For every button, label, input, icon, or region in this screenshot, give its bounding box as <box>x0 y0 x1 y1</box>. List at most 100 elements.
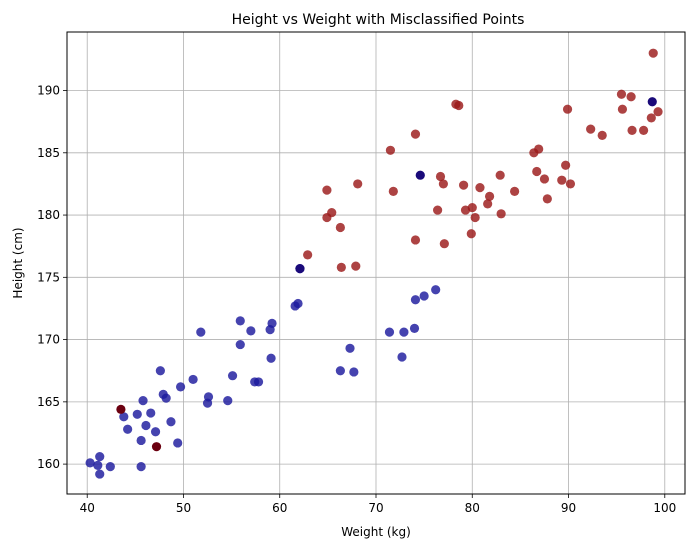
point-class-b <box>496 209 506 219</box>
point-class-b <box>410 235 421 245</box>
point-class-a <box>141 420 151 431</box>
chart-title: Height vs Weight with Misclassified Poin… <box>232 12 525 28</box>
x-tick-label: 90 <box>561 501 576 515</box>
point-class-a <box>150 427 161 437</box>
point-class-a <box>409 323 420 333</box>
y-tick-label: 190 <box>37 84 60 98</box>
point-class-a <box>161 393 171 403</box>
point-class-b <box>439 239 449 249</box>
y-tick-label: 165 <box>37 395 60 409</box>
x-tick-label: 60 <box>272 501 287 515</box>
point-class-a <box>95 469 105 479</box>
point-class-b <box>322 185 332 195</box>
point-class-b <box>433 205 443 215</box>
point-misclassified-a <box>295 264 305 274</box>
point-class-a <box>132 409 142 419</box>
y-tick-label: 185 <box>37 146 60 160</box>
point-class-b <box>639 125 649 135</box>
point-class-b <box>627 125 637 135</box>
point-class-a <box>93 460 103 470</box>
x-tick-label: 50 <box>176 501 191 515</box>
point-class-b <box>539 174 550 184</box>
point-class-a <box>85 458 95 468</box>
point-class-b <box>542 194 552 204</box>
point-class-a <box>253 377 264 387</box>
point-class-b <box>475 183 485 193</box>
point-class-b <box>438 179 448 189</box>
point-class-a <box>345 343 355 353</box>
point-class-b <box>466 229 476 239</box>
point-class-a <box>431 285 441 295</box>
x-tick-label: 70 <box>368 501 383 515</box>
y-axis-label: Height (cm) <box>11 227 25 298</box>
point-class-b <box>435 171 446 182</box>
point-class-b <box>335 222 345 233</box>
point-class-a <box>293 298 303 309</box>
point-class-b <box>648 48 658 58</box>
point-class-a <box>188 374 198 385</box>
point-class-a <box>235 316 245 326</box>
point-class-b <box>303 250 313 260</box>
point-class-b <box>410 129 421 139</box>
point-class-b <box>327 207 337 218</box>
point-class-a <box>95 452 105 462</box>
point-class-b <box>617 104 628 114</box>
point-class-a <box>227 371 238 381</box>
point-class-a <box>136 462 146 472</box>
point-class-b <box>586 124 596 134</box>
point-class-b <box>336 262 346 272</box>
point-class-a <box>246 326 256 336</box>
x-tick-label: 100 <box>653 501 676 515</box>
y-tick-label: 175 <box>37 270 60 284</box>
point-class-b <box>484 191 495 201</box>
point-class-a <box>267 318 277 328</box>
point-misclassified-b <box>116 404 126 414</box>
point-class-b <box>534 144 544 154</box>
point-class-a <box>410 295 421 305</box>
point-class-b <box>351 261 361 271</box>
point-class-b <box>646 113 656 123</box>
point-class-b <box>510 186 520 196</box>
point-class-a <box>146 408 156 418</box>
point-class-a <box>173 438 183 448</box>
point-class-a <box>419 291 429 301</box>
point-class-b <box>653 107 663 117</box>
point-class-a <box>138 396 148 406</box>
point-class-a <box>223 396 233 406</box>
point-class-b <box>458 180 469 190</box>
point-class-b <box>532 166 542 177</box>
point-class-a <box>123 424 133 434</box>
point-misclassified-a <box>415 170 425 180</box>
point-class-b <box>565 179 576 189</box>
point-class-a <box>155 366 165 376</box>
point-class-a <box>166 417 176 427</box>
point-class-b <box>626 92 636 102</box>
point-class-b <box>385 145 396 155</box>
point-class-a <box>399 327 409 337</box>
x-tick-label: 80 <box>465 501 480 515</box>
point-class-a <box>175 382 186 392</box>
x-tick-label: 40 <box>80 501 95 515</box>
point-class-b <box>467 202 477 213</box>
point-class-a <box>397 352 407 362</box>
point-class-a <box>266 353 276 363</box>
x-axis-label: Weight (kg) <box>341 525 411 539</box>
point-class-b <box>470 212 480 223</box>
point-class-b <box>454 100 464 111</box>
point-class-a <box>196 327 206 337</box>
point-class-a <box>384 327 395 337</box>
point-class-b <box>388 186 398 196</box>
point-class-a <box>349 367 359 377</box>
point-class-a <box>105 462 115 472</box>
y-tick-label: 180 <box>37 208 60 222</box>
point-class-b <box>597 130 607 140</box>
point-misclassified-b <box>151 442 162 452</box>
point-class-b <box>561 160 571 170</box>
point-class-a <box>119 412 129 422</box>
point-class-a <box>235 339 245 350</box>
point-class-a <box>136 435 146 446</box>
y-tick-label: 160 <box>37 457 60 471</box>
point-class-b <box>353 179 363 189</box>
